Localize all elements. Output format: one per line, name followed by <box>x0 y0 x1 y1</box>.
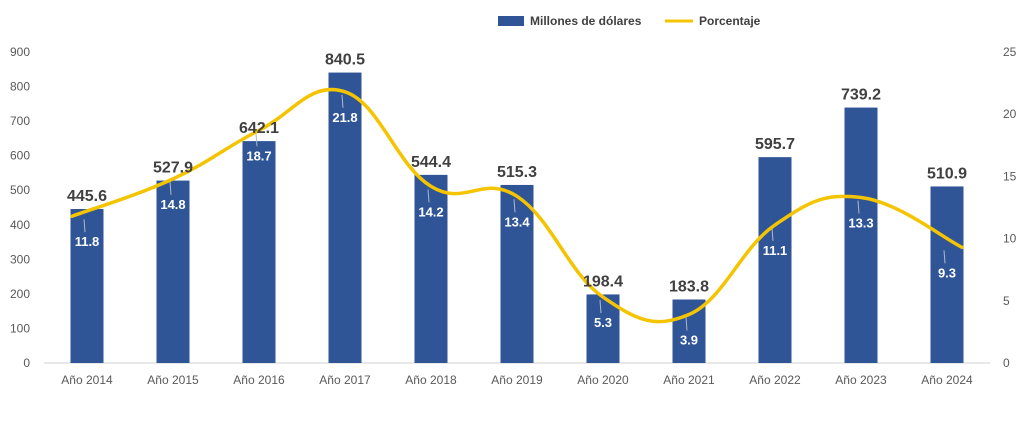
left-axis-tick: 500 <box>10 183 30 197</box>
x-axis-tick: Año 2022 <box>749 373 801 387</box>
x-axis-tick: Año 2014 <box>61 373 113 387</box>
leader-line <box>513 199 516 213</box>
bar <box>930 186 964 363</box>
line-value-label: 9.3 <box>938 265 956 280</box>
right-axis-tick: 5 <box>1003 294 1010 308</box>
bar-value-label: 515.3 <box>497 164 537 181</box>
left-axis-tick: 100 <box>10 321 30 335</box>
x-axis-tick: Año 2023 <box>835 373 887 387</box>
line-value-label: 18.7 <box>246 148 271 163</box>
bar <box>414 174 448 363</box>
right-axis-tick: 10 <box>1003 232 1017 246</box>
bar-series <box>70 72 964 364</box>
bar-value-label: 445.6 <box>67 188 107 205</box>
bar-value-label: 840.5 <box>325 52 365 69</box>
x-axis-tick: Año 2018 <box>405 373 457 387</box>
percentage-line <box>70 87 964 324</box>
bar-value-label: 183.8 <box>669 278 709 295</box>
bar <box>242 141 276 363</box>
line-value-label: 11.8 <box>75 234 100 249</box>
bar-value-label: 595.7 <box>755 136 795 153</box>
bar <box>758 157 792 363</box>
bar-value-label: 544.4 <box>411 154 451 171</box>
bar-value-label: 527.9 <box>153 160 193 177</box>
left-axis-tick: 300 <box>10 252 30 266</box>
right-axis-tick: 20 <box>1003 107 1017 121</box>
line-value-labels: 11.8 14.8 18.7 21.8 14.2 13.4 5.3 3.9 11.1 13.3 9.… <box>75 110 956 348</box>
line-value-label: 5.3 <box>594 315 612 330</box>
bar-value-label: 198.4 <box>583 273 623 290</box>
legend: Millones de dólares Porcentaje <box>498 14 761 28</box>
x-axis-tick: Año 2015 <box>147 373 199 387</box>
line-value-label: 14.8 <box>160 197 185 212</box>
bar <box>328 72 362 364</box>
right-axis-tick: 25 <box>1003 45 1017 59</box>
legend-swatch-bars <box>498 16 524 26</box>
left-axis: 0 100 200 300 400 500 600 700 800 900 <box>10 45 30 370</box>
leader-line <box>771 227 774 241</box>
bar-value-label: 510.9 <box>927 165 967 182</box>
left-axis-tick: 0 <box>23 356 30 370</box>
bar <box>844 107 878 363</box>
leader-line <box>169 181 172 195</box>
left-axis-tick: 800 <box>10 80 30 94</box>
right-axis-tick: 15 <box>1003 169 1017 183</box>
bar-value-label: 739.2 <box>841 87 881 104</box>
bar <box>156 180 190 363</box>
line-value-label: 14.2 <box>418 204 443 219</box>
leader-line <box>685 317 688 331</box>
leader-line <box>255 133 258 147</box>
line-value-label: 21.8 <box>332 110 357 125</box>
x-axis-tick: Año 2019 <box>491 373 543 387</box>
left-axis-tick: 600 <box>10 149 30 163</box>
leader-line <box>83 219 86 233</box>
left-axis-tick: 400 <box>10 218 30 232</box>
right-axis-tick: 0 <box>1003 356 1010 370</box>
bar <box>70 209 104 363</box>
line-value-label: 3.9 <box>680 332 698 347</box>
x-axis-tick: Año 2021 <box>663 373 715 387</box>
line-value-label: 13.3 <box>848 216 873 231</box>
x-axis-tick: Año 2024 <box>921 373 973 387</box>
left-axis-tick: 200 <box>10 287 30 301</box>
leader-line <box>857 200 860 214</box>
leader-lines <box>83 94 946 331</box>
leader-line <box>599 300 602 314</box>
x-axis: Año 2014 Año 2015 Año 2016 Año 2017 Año 2018… <box>61 373 973 387</box>
left-axis-tick: 700 <box>10 114 30 128</box>
legend-label-bars: Millones de dólares <box>530 14 642 28</box>
bar-value-label: 642.1 <box>239 120 279 137</box>
x-axis-tick: Año 2020 <box>577 373 629 387</box>
right-axis: 0 5 10 15 20 25 <box>1003 45 1017 370</box>
line-value-label: 13.4 <box>504 214 530 229</box>
legend-label-line: Porcentaje <box>699 14 761 28</box>
x-axis-tick: Año 2017 <box>319 373 371 387</box>
bar-value-labels: 445.6 527.9 642.1 840.5 544.4 515.3 198.4 183.8… <box>67 52 967 296</box>
left-axis-tick: 900 <box>10 45 30 59</box>
line-value-label: 11.1 <box>763 243 788 258</box>
leader-line <box>427 189 430 203</box>
leader-line <box>943 250 946 264</box>
bar <box>500 184 534 363</box>
leader-line <box>341 94 344 108</box>
x-axis-tick: Año 2016 <box>233 373 285 387</box>
